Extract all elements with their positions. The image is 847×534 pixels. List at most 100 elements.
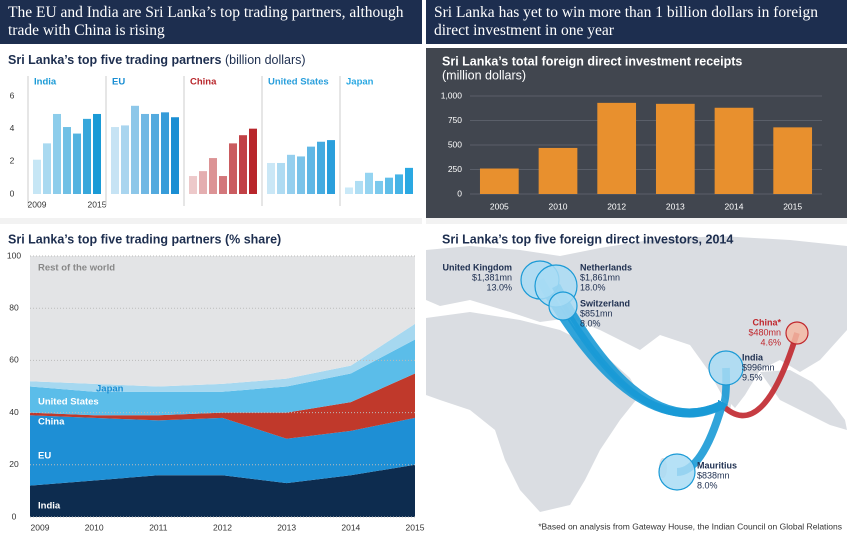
bar xyxy=(267,162,275,194)
bar xyxy=(277,162,285,194)
legend-label: India xyxy=(34,77,57,88)
x-tick-label: 2013 xyxy=(666,201,685,211)
investor-name: Switzerland xyxy=(580,298,630,308)
bar xyxy=(479,168,519,194)
bar xyxy=(131,105,139,194)
investor-name: Netherlands xyxy=(580,262,632,272)
bar xyxy=(141,113,149,194)
legend-label: Japan xyxy=(346,77,374,88)
y-tick-label: 80 xyxy=(9,302,19,312)
bar xyxy=(161,112,169,194)
x-tick-label: 2015 xyxy=(406,522,425,532)
bar xyxy=(53,113,61,194)
investor-amount: $838mn xyxy=(697,470,730,480)
x-tick-label: 2012 xyxy=(213,522,232,532)
investor-share: 9.5% xyxy=(742,372,763,382)
investor-share: 4.6% xyxy=(760,337,781,347)
legend-label: China xyxy=(190,77,217,88)
investor-bubble xyxy=(785,321,809,345)
bar xyxy=(345,187,353,194)
title-unit: (billion dollars) xyxy=(225,53,306,67)
bar xyxy=(171,117,179,194)
y-tick-label: 20 xyxy=(9,459,19,469)
legend-label: United States xyxy=(268,77,329,88)
bar xyxy=(43,143,51,194)
bar xyxy=(287,154,295,194)
series-label: India xyxy=(38,501,61,512)
investor-name: China* xyxy=(752,317,781,327)
chart-title: Sri Lanka’s total foreign direct investm… xyxy=(442,54,742,68)
x-tick-label: 2005 xyxy=(490,201,509,211)
investor-amount: $1,381mn xyxy=(472,272,512,282)
y-tick-label: 750 xyxy=(448,115,462,125)
x-tick-label: 2010 xyxy=(85,522,104,532)
investor-share: 13.0% xyxy=(486,282,512,292)
investor-amount: $1,861mn xyxy=(580,272,620,282)
y-tick-label: 0 xyxy=(457,188,462,198)
bar xyxy=(199,171,207,194)
bar xyxy=(375,180,383,194)
bar xyxy=(83,118,91,194)
area xyxy=(30,373,415,439)
investor-bubble xyxy=(708,350,744,386)
bar xyxy=(355,180,363,194)
bar xyxy=(405,167,413,194)
y-tick-label: 0 xyxy=(10,188,15,198)
series-label: China xyxy=(38,417,65,428)
series-label: Japan xyxy=(96,384,124,395)
x-tick-label: 2014 xyxy=(341,522,360,532)
bar xyxy=(219,176,227,194)
area xyxy=(30,415,415,486)
bar xyxy=(229,143,237,194)
bar xyxy=(239,135,247,194)
area xyxy=(30,339,415,416)
y-tick-label: 100 xyxy=(7,250,21,260)
x-tick-label: 2015 xyxy=(88,199,107,209)
series-label: United States xyxy=(38,397,99,408)
x-tick-label: 2013 xyxy=(277,522,296,532)
bar xyxy=(714,107,754,194)
chart-title: Sri Lanka’s top five trading partners (%… xyxy=(8,232,281,246)
bar xyxy=(773,127,813,194)
x-tick-label: 2009 xyxy=(28,199,47,209)
panel-header: Sri Lanka has yet to win more than 1 bil… xyxy=(426,0,847,44)
bar xyxy=(327,140,335,194)
investor-share: 8.0% xyxy=(697,480,718,490)
bar xyxy=(63,127,71,194)
bar xyxy=(121,125,129,194)
area xyxy=(30,323,415,392)
bar xyxy=(655,103,695,194)
areas xyxy=(30,256,415,517)
x-tick-label: 2015 xyxy=(783,201,802,211)
divider xyxy=(0,218,422,224)
investor-amount: $851mn xyxy=(580,308,613,318)
investor-bubble xyxy=(658,453,696,491)
investor-name: Mauritius xyxy=(697,460,737,470)
y-tick-label: 6 xyxy=(10,90,15,100)
bar xyxy=(73,133,81,194)
flow-arrow xyxy=(720,332,800,419)
investor-amount: $480mn xyxy=(748,327,781,337)
bar xyxy=(538,147,578,194)
y-tick-label: 0 xyxy=(12,511,17,521)
bar xyxy=(111,127,119,194)
bar xyxy=(317,141,325,194)
y-tick-label: 250 xyxy=(448,164,462,174)
bar xyxy=(597,102,637,194)
panel-header: The EU and India are Sri Lanka’s top tra… xyxy=(0,0,422,44)
bar xyxy=(249,128,257,194)
arrow-head xyxy=(718,400,728,410)
y-tick-label: 1,000 xyxy=(441,90,463,100)
bar xyxy=(151,113,159,194)
x-tick-label: 2014 xyxy=(725,201,744,211)
investor-share: 18.0% xyxy=(580,282,606,292)
bar xyxy=(33,159,41,194)
x-tick-label: 2012 xyxy=(607,201,626,211)
investor-name: India xyxy=(742,352,764,362)
title-bold: Sri Lanka’s top five trading partners xyxy=(8,53,222,67)
y-tick-label: 500 xyxy=(448,139,462,149)
x-tick-label: 2009 xyxy=(31,522,50,532)
y-tick-label: 60 xyxy=(9,355,19,365)
